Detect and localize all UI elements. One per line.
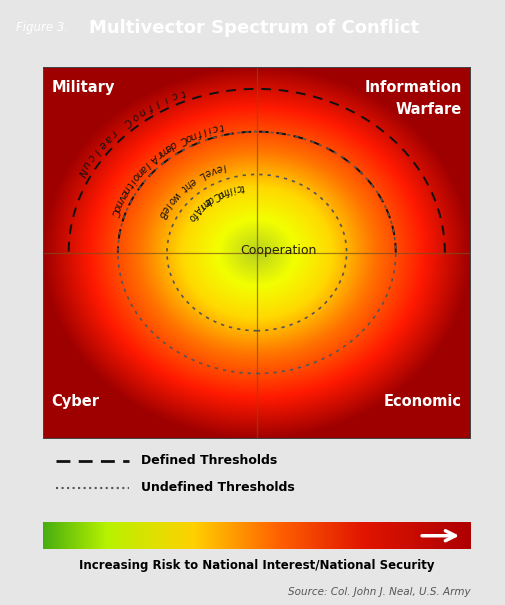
Text: d: d <box>167 139 178 151</box>
Text: e: e <box>159 204 170 214</box>
Text: t: t <box>217 121 223 131</box>
Text: n: n <box>133 166 145 178</box>
Text: m: m <box>197 197 211 211</box>
Text: o: o <box>129 110 140 122</box>
Text: d: d <box>204 194 215 205</box>
Text: c: c <box>169 90 178 101</box>
Text: Information: Information <box>364 80 461 94</box>
Text: e: e <box>117 189 129 198</box>
Text: f: f <box>194 127 201 138</box>
Text: u: u <box>80 159 91 170</box>
Text: f: f <box>223 186 230 196</box>
Text: l: l <box>163 201 172 209</box>
Text: o: o <box>111 203 122 212</box>
Text: e: e <box>186 175 197 187</box>
Text: e: e <box>162 142 173 154</box>
Text: v: v <box>208 164 217 175</box>
Text: i: i <box>127 177 137 185</box>
Text: C: C <box>109 208 120 217</box>
Text: t: t <box>123 180 134 189</box>
Text: C: C <box>177 133 188 146</box>
Text: f: f <box>188 210 198 218</box>
Text: o: o <box>165 195 177 206</box>
Text: o: o <box>182 131 193 143</box>
Text: n: n <box>218 186 228 198</box>
Text: Military: Military <box>52 80 115 94</box>
Text: Warfare: Warfare <box>395 102 461 117</box>
Text: Defined Thresholds: Defined Thresholds <box>141 454 277 467</box>
Text: a: a <box>136 163 148 174</box>
Text: Figure 3.: Figure 3. <box>16 21 68 34</box>
Text: A: A <box>192 203 204 215</box>
Text: n: n <box>120 184 132 194</box>
Text: a: a <box>102 132 113 144</box>
Text: l: l <box>154 97 161 108</box>
Text: C: C <box>121 115 133 128</box>
Text: B: B <box>156 209 168 219</box>
Text: i: i <box>206 124 212 134</box>
Text: N: N <box>75 166 87 177</box>
Text: m: m <box>156 143 170 158</box>
Text: n: n <box>113 198 124 208</box>
Text: t: t <box>178 87 186 97</box>
Text: o: o <box>185 212 197 222</box>
Text: t: t <box>239 182 244 192</box>
Text: Cooperation: Cooperation <box>239 244 316 257</box>
Text: c: c <box>211 122 219 133</box>
Text: c: c <box>234 182 241 193</box>
Text: f: f <box>145 102 154 112</box>
Text: A: A <box>148 151 161 163</box>
Text: Multivector Spectrum of Conflict: Multivector Spectrum of Conflict <box>88 19 418 37</box>
Text: t: t <box>178 183 187 193</box>
Text: e: e <box>201 196 212 208</box>
Text: l: l <box>221 161 227 171</box>
Text: e: e <box>214 162 223 174</box>
Text: n: n <box>136 105 147 117</box>
Text: Source: Col. John J. Neal, U.S. Army: Source: Col. John J. Neal, U.S. Army <box>287 587 470 597</box>
Text: C: C <box>211 189 222 201</box>
Text: l: l <box>227 185 233 195</box>
Text: Undefined Thresholds: Undefined Thresholds <box>141 482 294 494</box>
Text: Economic: Economic <box>383 394 461 409</box>
Text: l: l <box>200 126 207 136</box>
Text: r: r <box>196 201 206 211</box>
Text: i: i <box>162 94 169 104</box>
Text: Increasing Risk to National Interest/National Security: Increasing Risk to National Interest/Nat… <box>79 558 434 572</box>
Text: v: v <box>115 194 126 203</box>
Text: l: l <box>91 147 100 155</box>
Text: h: h <box>181 178 192 190</box>
Text: e: e <box>202 166 212 178</box>
Text: w: w <box>168 190 181 202</box>
Text: r: r <box>154 149 164 159</box>
Text: Cyber: Cyber <box>52 394 99 409</box>
Text: o: o <box>129 171 141 182</box>
Text: o: o <box>215 188 225 200</box>
Text: i: i <box>231 183 237 194</box>
Text: r: r <box>109 128 119 137</box>
Text: c: c <box>85 152 96 163</box>
Text: l: l <box>141 160 151 169</box>
Text: e: e <box>95 139 107 150</box>
Text: n: n <box>188 129 198 140</box>
Text: L: L <box>197 169 207 180</box>
